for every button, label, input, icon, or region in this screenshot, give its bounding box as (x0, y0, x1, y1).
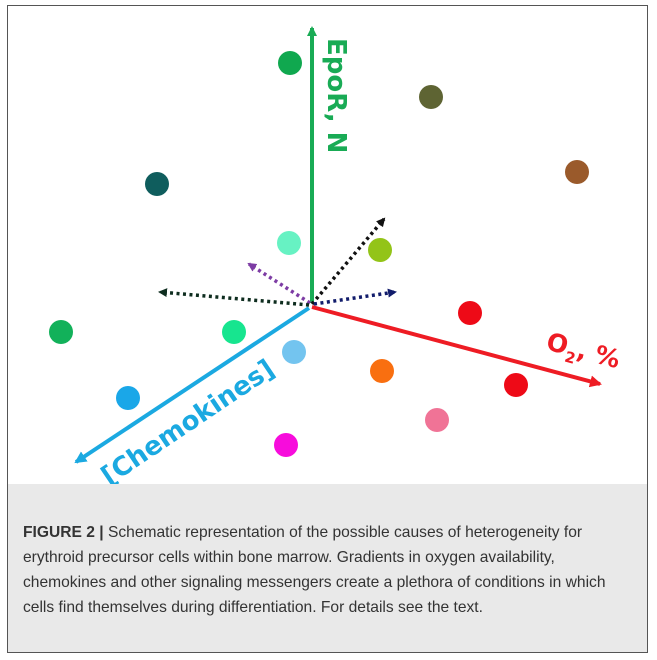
black-gradient-arrow (310, 217, 386, 306)
cell-light-blue (282, 340, 306, 364)
purple-gradient-arrow (247, 262, 311, 305)
dark-green-gradient-arrow (158, 288, 310, 307)
figure-caption: FIGURE 2 | Schematic representation of t… (23, 520, 633, 620)
cell-orange (370, 359, 394, 383)
schematic-diagram: EpoR, N O2, % [Chemokines] (49, 26, 623, 486)
cell-red-upper (458, 301, 482, 325)
caption-box: FIGURE 2 | Schematic representation of t… (8, 484, 647, 652)
cell-aqua (222, 320, 246, 344)
figure-frame: EpoR, N O2, % [Chemokines] FIGURE 2 | Sc… (7, 5, 648, 653)
cell-red-lower (504, 373, 528, 397)
cell-brown (565, 160, 589, 184)
caption-text: Schematic representation of the possible… (23, 524, 606, 616)
cell-magenta (274, 433, 298, 457)
cell-green-left (49, 320, 73, 344)
epor-axis-label: EpoR, N (321, 38, 351, 153)
cell-lime (368, 238, 392, 262)
cell-blue (116, 386, 140, 410)
cell-mint (277, 231, 301, 255)
oxygen-label-unit: , % (574, 335, 623, 374)
cell-teal-dark (145, 172, 169, 196)
cell-olive (419, 85, 443, 109)
oxygen-axis (311, 305, 602, 388)
oxygen-label-subscript: 2 (563, 348, 578, 368)
chemokines-axis (74, 306, 311, 464)
chemokines-axis-label: [Chemokines] (96, 354, 280, 486)
navy-gradient-arrow (313, 288, 397, 306)
caption-label: FIGURE 2 | (23, 524, 104, 541)
cell-pink (425, 408, 449, 432)
cell-green-top (278, 51, 302, 75)
